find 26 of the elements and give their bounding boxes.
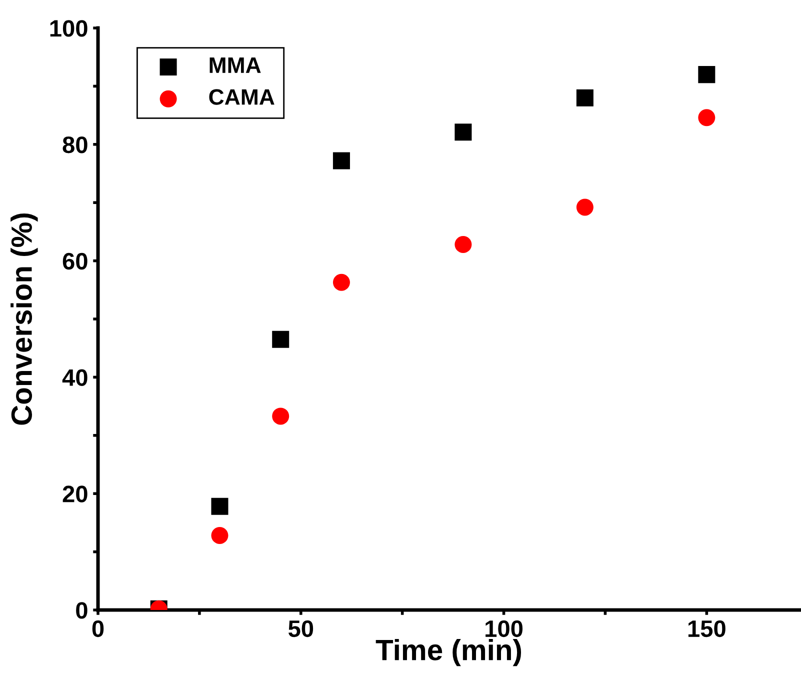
point [576, 89, 594, 106]
point [272, 330, 290, 348]
y-tick-label: 60 [62, 252, 88, 270]
x-axis-title: Time (min) [376, 638, 522, 666]
point [332, 152, 350, 170]
y-tick-label: 80 [62, 136, 88, 154]
y-tick-label: 100 [50, 20, 88, 37]
point [454, 236, 472, 254]
x-tick-label: 50 [288, 620, 314, 638]
point [454, 124, 472, 141]
point [211, 527, 228, 544]
point [698, 66, 716, 84]
y-axis-title: Conversion (%) [10, 213, 38, 425]
y-tick-label: 0 [76, 602, 88, 619]
point [698, 109, 716, 126]
y-tick-label: 20 [62, 486, 88, 502]
legend-label: CAMA [209, 89, 274, 105]
point [332, 274, 350, 291]
point [211, 498, 228, 515]
point [576, 198, 594, 216]
x-tick-label: 100 [486, 620, 523, 638]
y-tick-label: 40 [62, 369, 88, 386]
x-tick-label: 0 [92, 620, 104, 638]
x-tick-label: 150 [688, 620, 726, 638]
point [272, 408, 290, 425]
legend-label: MMA [210, 58, 261, 73]
